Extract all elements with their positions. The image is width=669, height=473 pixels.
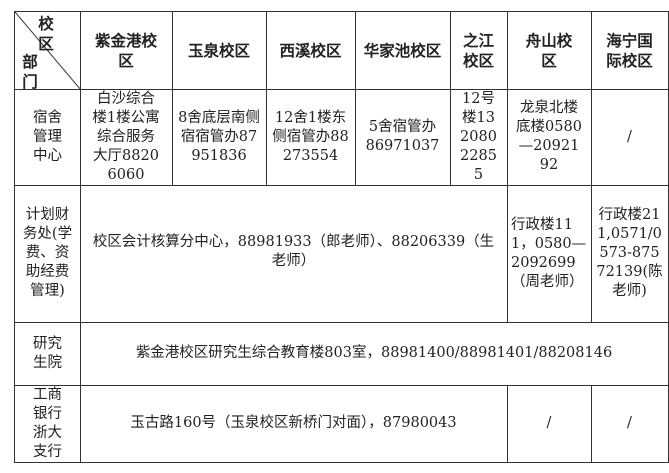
corner-header-cell: 校区 部门 [14, 11, 81, 91]
finance-cell-merged: 校区会计核算分中心，88981933（郎老师）、88206339（生老师） [80, 185, 508, 323]
dorm-cell-zhijiang: 12号楼13208022855 [450, 89, 508, 186]
dorm-cell-yuquan: 8舍底层南侧宿宿管办87951836 [172, 89, 267, 186]
campus-header-xixi: 西溪校区 [266, 11, 356, 90]
dorm-cell-xixi: 12舍1楼东侧宿管办88273554 [266, 89, 356, 186]
dorm-cell-zhoushan: 龙泉北楼底楼0580—2092192 [507, 89, 592, 186]
finance-cell-zhoushan: 行政楼111，0580—2092699（周老师） [507, 185, 592, 323]
diagonal-line [15, 12, 81, 90]
finance-cell-haining: 行政楼211,0571/0573-87572139(陈老师) [591, 185, 669, 323]
dept-finance: 计划财务处(学费、资助经费管理) [14, 185, 81, 323]
dorm-cell-zijingang: 白沙综合楼1楼公寓综合服务大厅88206060 [80, 89, 173, 186]
icbc-cell-haining: / [591, 385, 669, 463]
dorm-cell-haining: / [591, 89, 669, 186]
icbc-cell-merged: 玉古路160号（玉泉校区新桥门对面），87980043 [80, 385, 508, 463]
corner-campus-label: 校区 [38, 15, 54, 53]
icbc-cell-zhoushan: / [507, 385, 592, 463]
graduate-cell-merged: 紫金港校区研究生综合教育楼803室，88981400/88981401/8820… [80, 322, 669, 386]
campus-header-zhoushan: 舟山校区 [507, 11, 592, 90]
campus-header-huajiachi: 华家池校区 [355, 11, 451, 90]
campus-header-zijingang: 紫金港校区 [80, 11, 173, 90]
dept-graduate-school: 研究生院 [14, 322, 81, 386]
campus-header-yuquan: 玉泉校区 [172, 11, 267, 90]
campus-header-haining: 海宁国际校区 [591, 11, 669, 90]
dept-dorm-management: 宿舍管理中心 [14, 89, 81, 186]
dept-icbc-branch: 工商银行浙大支行 [14, 385, 81, 463]
dorm-cell-huajiachi: 5舍宿管办86971037 [355, 89, 451, 186]
corner-dept-label: 部门 [22, 53, 38, 91]
campus-header-zhijiang: 之江校区 [450, 11, 508, 90]
